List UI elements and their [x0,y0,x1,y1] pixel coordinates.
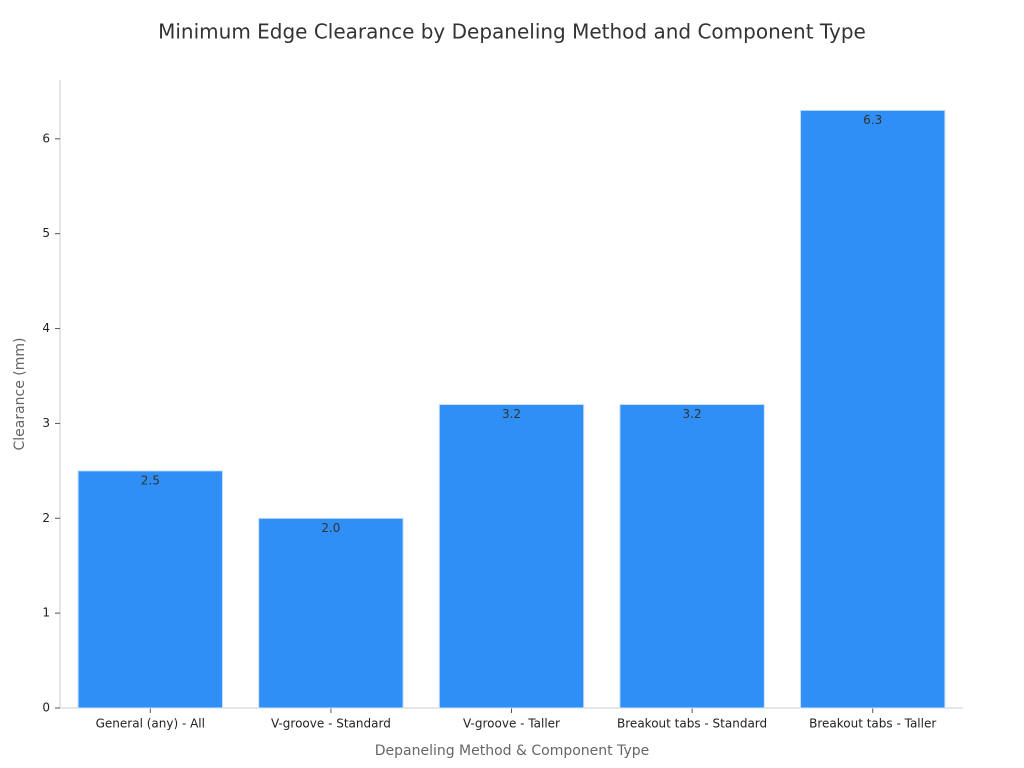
y-tick-label: 3 [42,416,50,430]
y-tick-label: 2 [42,511,50,525]
value-label: 2.5 [141,473,160,487]
bar [799,109,946,709]
y-axis-label: Clearance (mm) [12,337,28,450]
x-axis-label: Depaneling Method & Component Type [375,743,650,759]
y-tick-label: 0 [42,701,50,715]
x-tick-label: Breakout tabs - Standard [617,717,767,731]
value-label: 3.2 [502,407,521,421]
value-label: 6.3 [863,113,882,127]
x-tick-label: Breakout tabs - Taller [809,717,936,731]
value-label: 3.2 [683,407,702,421]
bar [77,470,224,709]
chart-title: Minimum Edge Clearance by Depaneling Met… [158,20,866,44]
bar [258,517,404,709]
y-tick-label: 6 [42,131,50,145]
y-tick-label: 4 [42,321,50,335]
x-tick-label: V-groove - Standard [271,717,391,731]
y-tick-label: 1 [42,606,50,620]
y-tick-label: 5 [42,226,50,240]
bar [619,403,765,709]
x-tick-label: General (any) - All [96,717,205,731]
value-label: 2.0 [321,521,340,535]
x-tick-label: V-groove - Taller [463,717,560,731]
bar [438,403,585,709]
